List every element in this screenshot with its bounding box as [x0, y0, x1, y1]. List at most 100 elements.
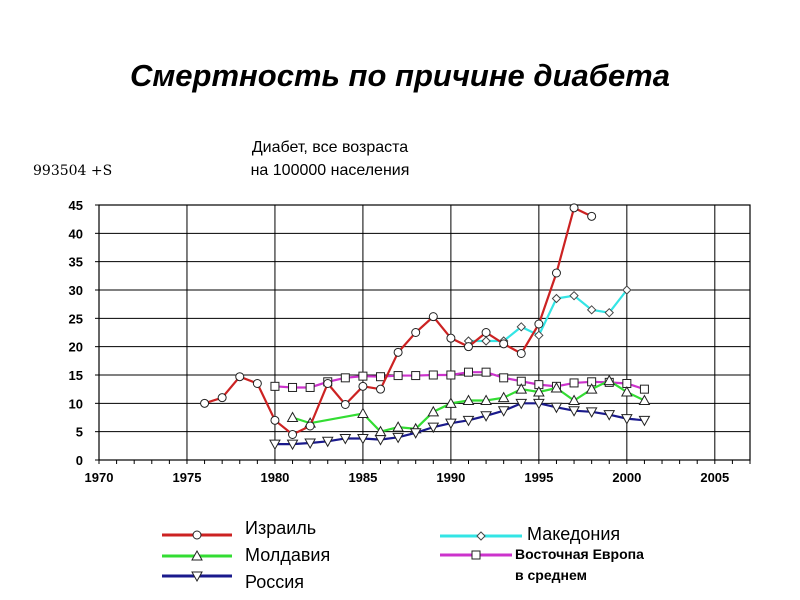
data-point [393, 347, 403, 357]
y-tick-label: 15 [69, 368, 83, 383]
legend-marker [476, 531, 486, 541]
series-4 [269, 398, 651, 451]
chart-title-line-1: Диабет, все возраста [251, 139, 409, 156]
y-tick-label: 30 [69, 283, 83, 298]
data-point [568, 394, 580, 405]
data-point [586, 305, 597, 315]
data-point [639, 384, 649, 394]
data-point [497, 391, 510, 403]
data-point [270, 381, 280, 391]
data-point [411, 328, 421, 337]
data-point [374, 435, 387, 446]
data-point [252, 379, 262, 388]
data-point [446, 333, 456, 343]
data-point [357, 433, 369, 445]
series-line [274, 371, 645, 391]
data-point [481, 367, 491, 377]
chart-code-label: 993504 +S [33, 163, 113, 179]
data-point [585, 407, 598, 418]
x-tick-label: 1990 [436, 470, 465, 485]
x-tick-label: 1970 [85, 470, 114, 485]
data-point [217, 393, 227, 403]
y-tick-label: 20 [69, 340, 83, 355]
data-point [446, 370, 456, 380]
legend-label-eastern-europe-line-2: в среднем [515, 567, 587, 583]
data-point [622, 285, 632, 295]
data-point [516, 322, 526, 332]
data-point [392, 432, 404, 444]
x-tick-label: 1985 [348, 470, 377, 485]
data-point [340, 373, 350, 383]
data-point [568, 406, 580, 417]
slide-title: Смертность по причине диабета [129, 58, 670, 93]
data-point [270, 415, 280, 425]
data-point [393, 371, 403, 381]
chart-title: Диабет, все возраста на 100000 населения [215, 136, 445, 182]
data-point [200, 398, 210, 408]
data-point [533, 398, 545, 410]
data-point [427, 422, 440, 434]
series-line [204, 206, 593, 436]
data-point [638, 415, 651, 427]
chart-title-line-2: на 100000 населения [250, 162, 410, 179]
series-2 [286, 374, 651, 437]
data-point [620, 385, 633, 397]
series-line [468, 289, 628, 343]
data-point [392, 421, 404, 432]
legend-label-moldova: Молдавия [245, 545, 331, 565]
data-point [411, 371, 421, 381]
series-line [274, 402, 645, 446]
legend-marker [191, 549, 203, 561]
data-point [339, 433, 352, 445]
data-point [288, 430, 298, 439]
data-point [321, 436, 334, 448]
legend-label-eastern-europe: Восточная Европа в среднем [515, 544, 644, 586]
data-point [462, 415, 475, 427]
data-point [269, 439, 281, 451]
data-point [480, 394, 492, 405]
data-point [534, 319, 544, 329]
x-tick-label: 1975 [173, 470, 202, 485]
data-point [499, 373, 509, 383]
data-point [340, 399, 350, 409]
y-tick-label: 0 [76, 453, 83, 468]
legend-label-macedonia: Македония [527, 524, 621, 544]
data-point [288, 382, 298, 392]
data-point [304, 438, 316, 450]
data-point [533, 385, 545, 397]
plot-frame [98, 204, 751, 461]
data-point [516, 348, 526, 358]
data-point [604, 307, 614, 318]
data-point [638, 394, 651, 405]
legend-marker [471, 550, 481, 560]
data-point [587, 211, 597, 221]
y-tick-label: 5 [76, 425, 83, 440]
data-point [515, 398, 528, 410]
y-tick-label: 40 [69, 226, 83, 241]
series-0 [200, 203, 597, 439]
data-point [603, 410, 616, 421]
data-point [462, 394, 475, 405]
y-tick-label: 45 [69, 198, 83, 213]
data-point [550, 402, 563, 414]
data-point [463, 342, 473, 352]
data-point [481, 328, 491, 337]
x-tick-label: 1980 [260, 470, 289, 485]
data-point [569, 203, 579, 213]
y-tick-label: 35 [69, 255, 83, 270]
x-tick-label: 2000 [612, 470, 641, 485]
data-point [497, 406, 510, 417]
legend-marker [191, 571, 203, 583]
data-point [569, 378, 579, 388]
data-point [305, 382, 315, 392]
y-tick-label: 25 [69, 311, 83, 326]
legend-label-eastern-europe-line-1: Восточная Европа [515, 546, 644, 562]
series-1 [463, 285, 632, 346]
data-point [357, 407, 369, 419]
data-point [551, 268, 561, 278]
data-point [534, 330, 544, 341]
data-point [481, 336, 491, 346]
legend-marker [192, 530, 202, 540]
data-point [428, 370, 438, 380]
